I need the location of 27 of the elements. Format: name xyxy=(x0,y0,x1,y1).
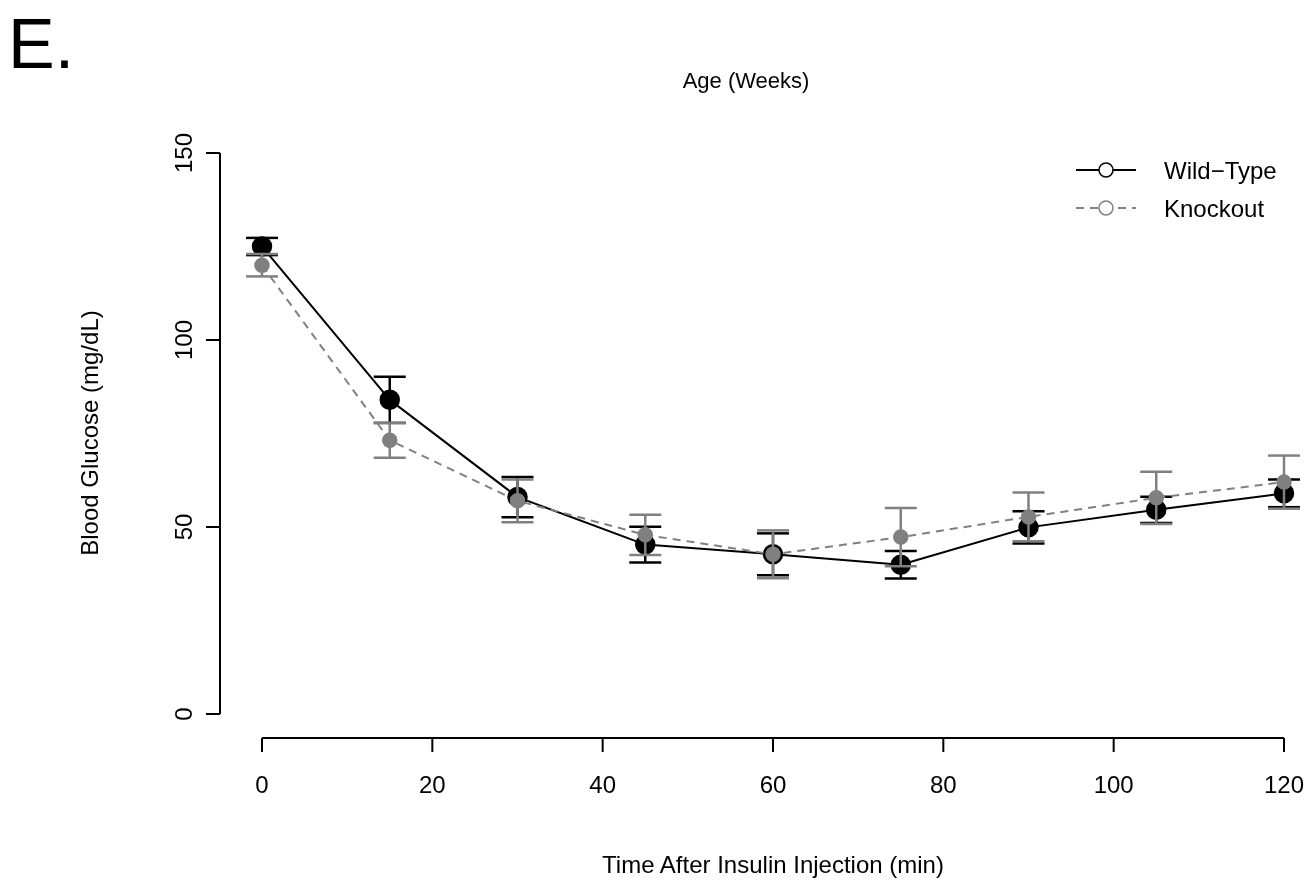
point xyxy=(893,529,909,545)
x-axis-title: Time After Insulin Injection (min) xyxy=(602,851,944,878)
legend-label: Wild−Type xyxy=(1164,156,1277,184)
x-tick-label: 40 xyxy=(589,771,617,798)
point xyxy=(1020,509,1037,525)
point xyxy=(382,432,398,448)
x-tick-label: 120 xyxy=(1263,771,1305,798)
chart-title: Age (Weeks) xyxy=(682,68,810,93)
point xyxy=(509,493,526,509)
point xyxy=(254,257,270,273)
point xyxy=(1148,490,1164,506)
legend-label: Knockout xyxy=(1164,194,1265,222)
y-tick-label: 100 xyxy=(169,319,197,361)
x-tick-label: 60 xyxy=(759,771,787,798)
x-tick-label: 0 xyxy=(255,771,269,798)
y-tick-label: 150 xyxy=(169,132,197,174)
x-tick-label: 100 xyxy=(1093,771,1134,798)
x-tick-label: 80 xyxy=(929,771,957,798)
y-tick-label: 50 xyxy=(169,513,197,541)
text: E. xyxy=(8,5,75,83)
y-tick-label: 0 xyxy=(169,707,197,721)
point xyxy=(251,236,273,257)
point xyxy=(1276,474,1292,490)
x-tick-label: 20 xyxy=(418,771,446,798)
point xyxy=(379,389,400,411)
y-axis-title: Blood Glucose (mg/dL) xyxy=(76,310,103,556)
point xyxy=(637,527,653,543)
